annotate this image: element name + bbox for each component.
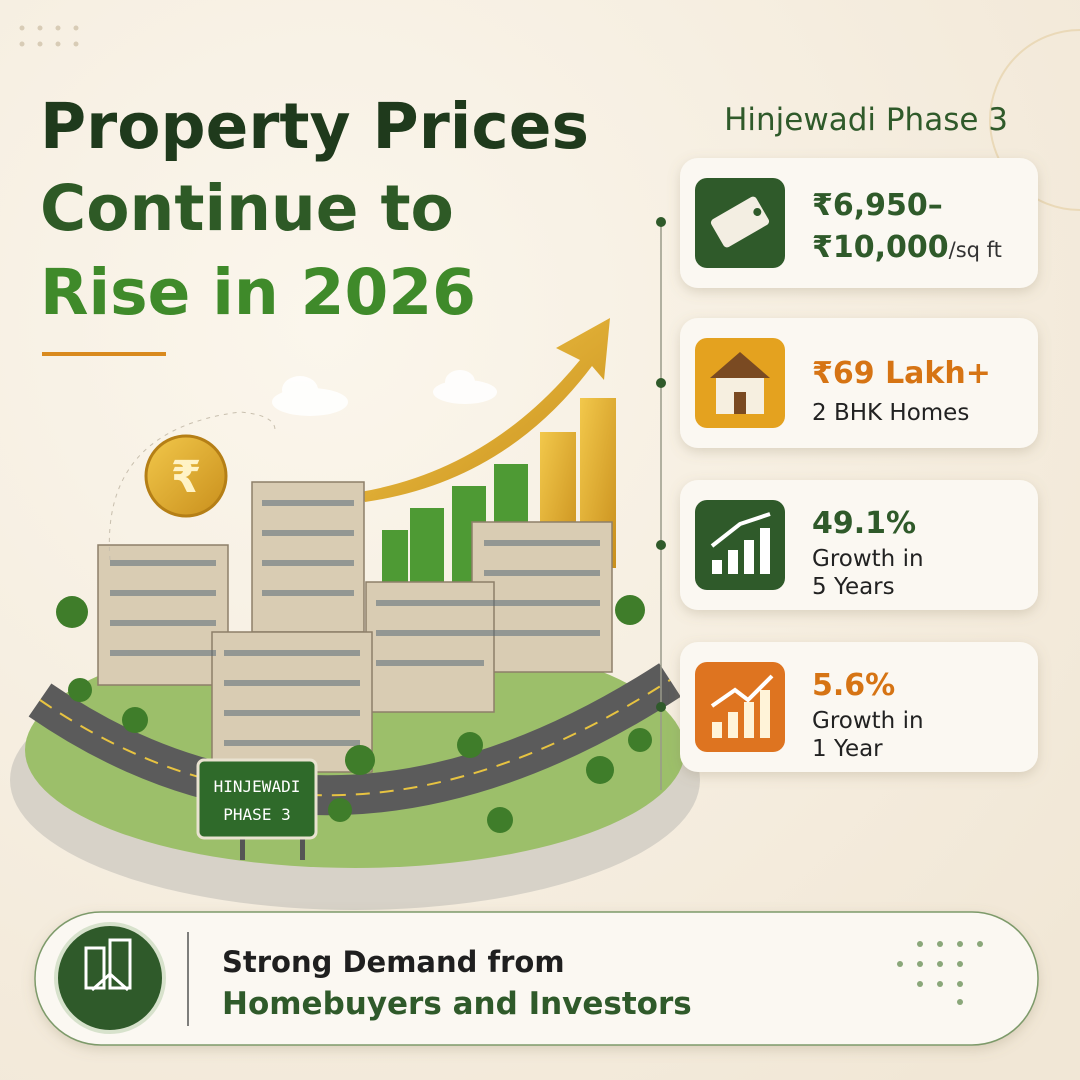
footer-banner: Strong Demand from Homebuyers and Invest…	[34, 911, 1039, 1046]
footer-line: Strong Demand from	[222, 945, 565, 979]
decor-dots	[19, 25, 79, 47]
title-line: Rise in 2026	[40, 256, 476, 329]
card-text: 2 BHK Homes	[812, 400, 969, 426]
card-text: 1 Year	[812, 736, 883, 762]
card-value: ₹10,000	[812, 230, 949, 265]
card: ₹6,950– ₹10,000/sq ft	[680, 158, 1038, 288]
card-text: Growth in	[812, 546, 924, 572]
card-text: Growth in	[812, 708, 924, 734]
card-value: 5.6%	[812, 668, 895, 703]
title-underline	[42, 352, 166, 356]
sign-line: PHASE 3	[223, 805, 290, 824]
title-line: Property Prices	[40, 90, 589, 163]
trees	[56, 595, 652, 833]
card: 5.6% Growth in 1 Year	[680, 642, 1038, 772]
card-text: 5 Years	[812, 574, 895, 600]
card-value: 49.1%	[812, 506, 916, 541]
rupee-coin	[144, 434, 228, 518]
footer-line: Homebuyers and Investors	[222, 986, 692, 1022]
sign-line: HINJEWADI	[214, 777, 301, 796]
card: ₹69 Lakh+ 2 BHK Homes	[680, 318, 1038, 448]
coin-symbol: ₹	[171, 452, 202, 503]
footer-dots	[897, 941, 983, 1005]
card-value: ₹10,000/sq ft	[812, 230, 1002, 265]
location-label: Hinjewadi Phase 3	[724, 102, 1008, 138]
card: 49.1% Growth in 5 Years	[680, 480, 1038, 610]
decor-arc	[989, 29, 1080, 211]
clouds	[272, 370, 497, 416]
card-value: ₹6,950–	[812, 188, 943, 223]
card-value: ₹69 Lakh+	[812, 356, 991, 391]
growth-arrow	[360, 318, 610, 502]
location-sign: HINJEWADI PHASE 3	[196, 758, 318, 860]
road-line	[39, 679, 671, 797]
card-unit: /sq ft	[949, 238, 1002, 262]
windows	[110, 500, 600, 746]
timeline-dots	[656, 217, 666, 712]
title-line: Continue to	[40, 172, 454, 245]
illustration: ₹ HINJEWADI PHASE 3	[10, 318, 700, 910]
dashed-path	[108, 411, 276, 561]
